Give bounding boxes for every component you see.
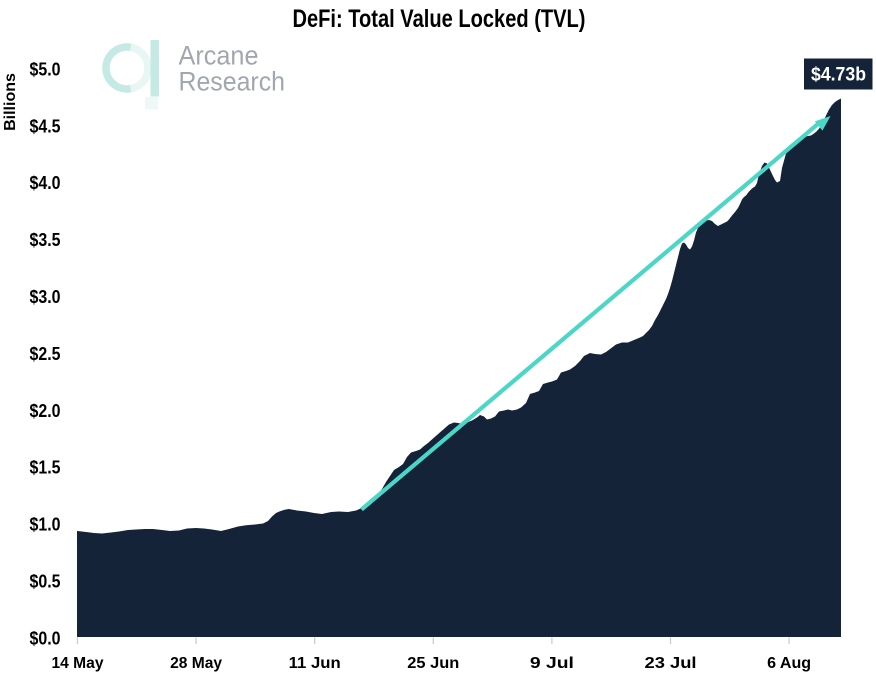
svg-text:14 May: 14 May: [52, 655, 104, 672]
svg-text:$3.5: $3.5: [30, 230, 61, 250]
svg-text:$0.0: $0.0: [30, 628, 61, 648]
svg-text:$4.0: $4.0: [30, 173, 61, 193]
svg-text:DeFi: Total Value Locked (TVL): DeFi: Total Value Locked (TVL): [293, 5, 586, 33]
svg-text:23 Jul: 23 Jul: [645, 655, 697, 672]
svg-text:Arcane: Arcane: [179, 41, 259, 71]
svg-text:$2.0: $2.0: [30, 401, 61, 421]
svg-text:$3.0: $3.0: [30, 287, 61, 307]
svg-text:Research: Research: [179, 67, 286, 97]
svg-text:$0.5: $0.5: [30, 572, 61, 592]
svg-text:28 May: 28 May: [170, 655, 222, 672]
svg-text:6 Aug: 6 Aug: [767, 655, 811, 672]
svg-text:$4.5: $4.5: [30, 116, 61, 136]
svg-text:$4.73b: $4.73b: [811, 65, 866, 86]
svg-text:25 Jun: 25 Jun: [407, 655, 459, 672]
svg-text:9 Jul: 9 Jul: [530, 655, 574, 672]
svg-text:$2.5: $2.5: [30, 344, 61, 364]
svg-text:Billions: Billions: [2, 73, 19, 131]
svg-text:$1.5: $1.5: [30, 458, 61, 478]
svg-text:$1.0: $1.0: [30, 515, 61, 535]
svg-text:11 Jun: 11 Jun: [289, 655, 341, 672]
svg-text:$5.0: $5.0: [30, 59, 61, 79]
